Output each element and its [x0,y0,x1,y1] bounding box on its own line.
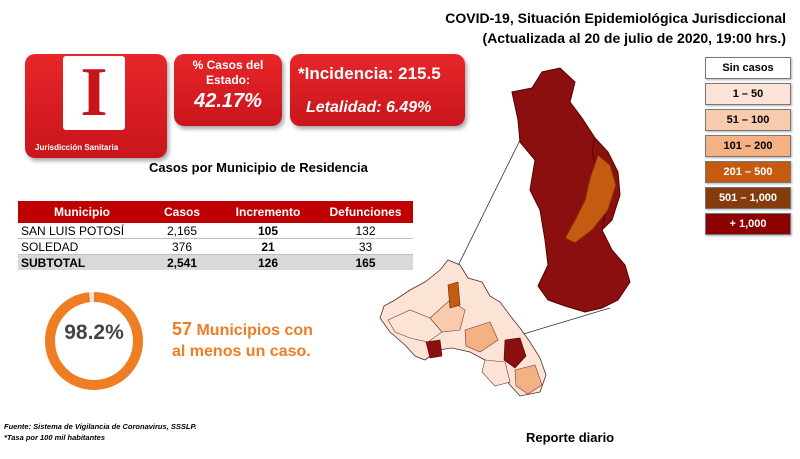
state-region-huasteca [503,337,527,369]
state-region-southeast [514,364,543,395]
header-incremento: Incremento [218,201,318,223]
row-incremento: 21 [218,238,318,255]
legend-item: + 1,000 [705,213,791,235]
legend-item: 501 – 1,000 [705,187,791,209]
color-legend: Sin casos 1 – 50 51 – 100 101 – 200 201 … [705,57,791,239]
footer-source-line: Fuente: Sistema de Vigilancia de Coronav… [4,422,197,431]
zoom-line-lower [509,307,611,339]
footer-source: Fuente: Sistema de Vigilancia de Coronav… [4,421,197,443]
table-title: Casos por Municipio de Residencia [149,160,368,175]
state-region-west [387,309,443,343]
municipios-line-1: 57 Municipios con [172,319,313,341]
legend-item: 201 – 500 [705,161,791,183]
state-region-south-2 [481,359,511,387]
table-row: SAN LUIS POTOSÍ 2,165 105 132 [18,223,413,239]
row-casos: 376 [146,238,218,255]
table-row: SOLEDAD 376 21 33 [18,238,413,255]
municipios-count: 57 [172,319,193,339]
percent-label-line-2: Estado: [205,73,250,87]
state-region-capital [425,339,443,359]
row-casos: 2,165 [146,223,218,239]
row-municipio: SAN LUIS POTOSÍ [18,223,146,239]
municipios-summary: 57 Municipios con al menos un caso. [172,319,313,362]
header-casos: Casos [146,201,218,223]
incidence-value: *Incidencia: 215.5 [298,64,441,83]
footer-note-line: *Tasa por 100 mil habitantes [4,433,106,442]
incidence-card: *Incidencia: 215.5 Letalidad: 6.49% [290,54,465,126]
municipality-table: Municipio Casos Incremento Defunciones S… [18,201,413,270]
jurisdiction-label: Jurisdicción Sanitaria [35,143,119,152]
legend-item: 101 – 200 [705,135,791,157]
header-defunciones: Defunciones [318,201,413,223]
row-municipio: SOLEDAD [18,238,146,255]
jurisdiction-card: I Jurisdicción Sanitaria [25,54,167,158]
percent-label-line-1: % Casos del [192,58,264,72]
subtotal-casos: 2,541 [146,254,218,270]
jurisdiction-map [379,67,631,397]
header-municipio: Municipio [18,201,146,223]
subtotal-label: SUBTOTAL [18,254,146,270]
header-title: COVID-19, Situación Epidemiológica Juris… [445,8,786,48]
header-line-2: (Actualizada al 20 de julio de 2020, 19:… [482,30,786,46]
percent-cases-value: 42.17% [194,90,262,112]
row-incremento: 105 [218,223,318,239]
legend-item: Sin casos [705,57,791,79]
row-defunciones: 132 [318,223,413,239]
percent-cases-card: % Casos del Estado: 42.17% [174,54,282,126]
legend-item: 1 – 50 [705,83,791,105]
subtotal-defunciones: 165 [318,254,413,270]
percent-ring [45,292,143,390]
daily-report-label: Reporte diario [526,430,615,445]
municipios-line-2: al menos un caso. [172,343,311,360]
legend-item: 51 – 100 [705,109,791,131]
state-region-orange [447,281,461,309]
table-header-row: Municipio Casos Incremento Defunciones [18,201,413,223]
municipios-line-1-text: Municipios con [192,322,313,339]
jurisdiction-letter: I [63,56,125,130]
ring-value: 98.2% [64,321,124,344]
lethality-value: Letalidad: 6.49% [306,99,432,116]
header-line-1: COVID-19, Situación Epidemiológica Juris… [445,10,786,26]
row-defunciones: 33 [318,238,413,255]
state-region-central [429,299,466,333]
san-luis-potosi-municipality [511,67,631,313]
ring-progress [45,292,143,390]
state-region-south [464,321,499,353]
soledad-municipality [564,154,617,244]
subtotal-row: SUBTOTAL 2,541 126 165 [18,254,413,270]
subtotal-incremento: 126 [218,254,318,270]
percent-cases-label: % Casos del Estado: [174,58,282,88]
